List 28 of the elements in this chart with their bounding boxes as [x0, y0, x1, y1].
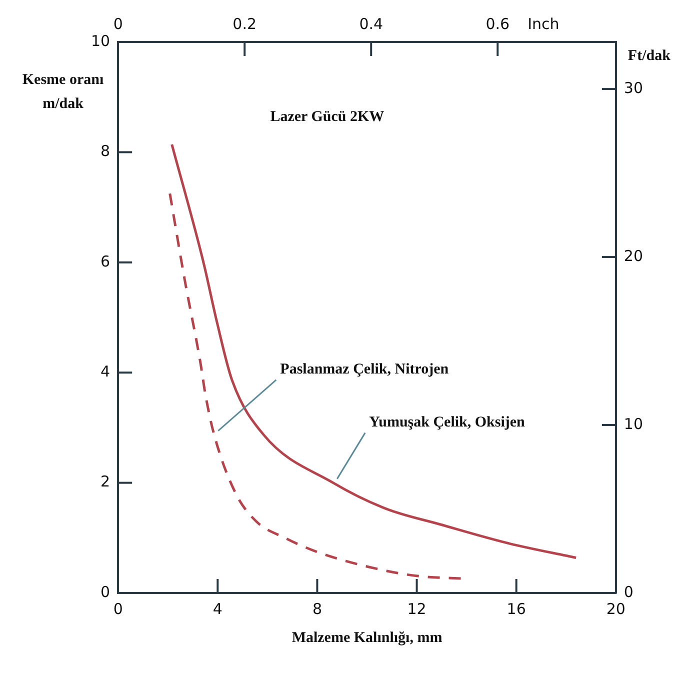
x-tick-label: 4 [212, 600, 222, 618]
y2-axis-title: Ft/dak [628, 48, 672, 64]
x-tick-label: 20 [606, 600, 626, 618]
x2-tick-label: 0.2 [232, 14, 257, 33]
y2-tick-label: 30 [624, 78, 644, 97]
x2-axis-title: Inch [528, 14, 560, 33]
line-series [170, 143, 578, 559]
annotation: Lazer Gücü 2KW [270, 108, 384, 125]
y-tick-label: 2 [100, 472, 110, 491]
x-tick-label: 16 [506, 600, 526, 618]
x-axis-title: Malzeme Kalınlığı, mm [292, 630, 443, 646]
annotation: Paslanmaz Çelik, Nitrojen [280, 362, 450, 378]
y-axis-title: Kesme oranı m/dak [22, 72, 104, 112]
y2-tick-label: 0 [624, 582, 634, 601]
y-tick-label: 8 [100, 142, 110, 160]
y-tick-label: 6 [100, 252, 110, 270]
y-tick-label: 0 [100, 582, 110, 601]
y2-tick-label: 20 [624, 246, 644, 265]
x2-tick-label: 0.4 [359, 14, 384, 33]
x-tick-label: 8 [312, 600, 322, 618]
x2-tick-label: 0.6 [486, 14, 510, 33]
y-tick-label: 4 [100, 362, 110, 380]
x-tick-label: 0 [113, 600, 123, 618]
y-tick-label: 10 [90, 32, 110, 50]
x-tick-label: 12 [407, 600, 426, 618]
annotation: Yumuşak Çelik, Oksijen [369, 414, 526, 431]
y2-tick-label: 10 [624, 414, 644, 433]
x2-tick-label: 0 [113, 14, 123, 33]
